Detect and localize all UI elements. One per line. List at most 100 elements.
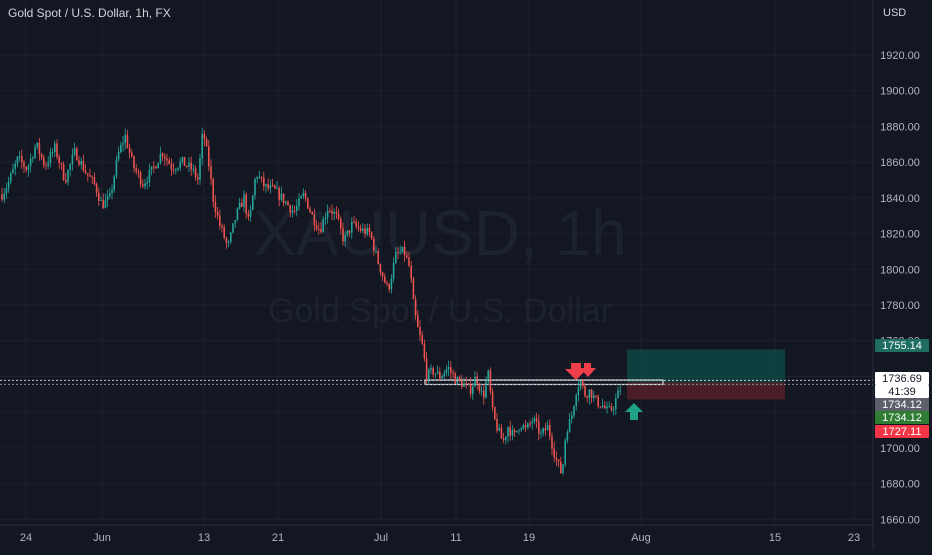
candle-body bbox=[595, 395, 597, 397]
candle-body bbox=[401, 246, 404, 253]
candle-body bbox=[463, 383, 465, 387]
price-tick-label: 1780.00 bbox=[880, 300, 920, 312]
candle-body bbox=[304, 192, 307, 199]
candle-body bbox=[278, 188, 280, 200]
candle-body bbox=[593, 395, 595, 399]
candle-body bbox=[78, 160, 80, 165]
candle-body bbox=[214, 201, 217, 213]
candle-body bbox=[538, 421, 540, 434]
candle-body bbox=[157, 163, 159, 169]
candle-body bbox=[155, 166, 157, 169]
time-axis-labels[interactable]: 24 Jun 13 21 Jul 11 19 Aug 15 23 bbox=[20, 532, 860, 544]
candle-body bbox=[494, 407, 496, 420]
candle-body bbox=[458, 377, 461, 381]
candle-body bbox=[89, 175, 91, 177]
candle-body bbox=[91, 176, 93, 178]
candle-body bbox=[432, 368, 434, 375]
candle-body bbox=[549, 424, 551, 437]
price-badge bbox=[875, 339, 929, 352]
candle-body bbox=[23, 162, 25, 168]
candle-body bbox=[98, 192, 100, 201]
watermark-symbol: XAUUSD, 1h bbox=[253, 197, 626, 269]
candle-body bbox=[553, 448, 555, 458]
candle-body bbox=[619, 390, 621, 392]
candle-body bbox=[450, 367, 452, 373]
candle-body bbox=[412, 278, 415, 300]
candle-body bbox=[478, 384, 481, 392]
trade-markers[interactable] bbox=[565, 363, 643, 420]
candle-body bbox=[43, 157, 45, 166]
candle-body bbox=[604, 405, 606, 409]
candle-body bbox=[590, 389, 593, 399]
candle-body bbox=[276, 188, 278, 190]
price-tick-label: 1840.00 bbox=[880, 193, 920, 205]
candle-body bbox=[454, 373, 456, 384]
candle-body bbox=[148, 169, 151, 183]
up-arrow-icon[interactable] bbox=[625, 403, 643, 420]
currency-label: USD bbox=[883, 7, 906, 19]
candle-body bbox=[322, 219, 324, 233]
candle-body bbox=[513, 430, 516, 433]
candle-body bbox=[366, 227, 368, 235]
candle-body bbox=[423, 343, 426, 359]
candle-body bbox=[610, 406, 613, 410]
candle-body bbox=[337, 213, 340, 219]
candle-body bbox=[364, 228, 366, 235]
candle-body bbox=[258, 176, 261, 178]
candle-body bbox=[267, 184, 269, 189]
candle-body bbox=[144, 183, 146, 187]
candle-body bbox=[524, 425, 527, 428]
candle-body bbox=[139, 172, 142, 185]
position-stop-zone[interactable] bbox=[627, 382, 785, 400]
candle-body bbox=[346, 230, 349, 235]
candle-body bbox=[179, 161, 181, 168]
candle-body bbox=[67, 170, 69, 183]
candle-body bbox=[344, 234, 346, 242]
candle-body bbox=[529, 423, 531, 425]
candle-body bbox=[29, 158, 32, 167]
time-tick-label: Jun bbox=[93, 532, 111, 544]
candle-body bbox=[71, 154, 74, 165]
time-tick-label: 13 bbox=[198, 532, 210, 544]
candle-body bbox=[557, 459, 560, 462]
candle-body bbox=[109, 193, 111, 196]
time-tick-label: 19 bbox=[523, 532, 535, 544]
candle-body bbox=[260, 176, 263, 178]
position-target-zone[interactable] bbox=[627, 349, 785, 383]
candle-body bbox=[373, 238, 375, 252]
candle-body bbox=[568, 419, 571, 433]
candle-body bbox=[480, 390, 483, 392]
candle-body bbox=[21, 155, 23, 163]
candle-body bbox=[234, 220, 236, 224]
long-position-tool[interactable] bbox=[627, 349, 785, 400]
candle-body bbox=[161, 153, 164, 157]
price-tick-label: 1860.00 bbox=[880, 157, 920, 169]
candle-body bbox=[32, 157, 34, 159]
candle-body bbox=[390, 278, 393, 290]
candle-body bbox=[126, 134, 129, 148]
candle-body bbox=[285, 201, 287, 204]
candle-body bbox=[263, 177, 265, 187]
price-axis-background[interactable] bbox=[873, 0, 932, 550]
candle-body bbox=[496, 419, 498, 431]
candle-body bbox=[551, 436, 553, 449]
candle-body bbox=[408, 257, 410, 266]
candle-body bbox=[47, 162, 49, 166]
symbol-legend[interactable]: Gold Spot / U.S. Dollar, 1h, FX bbox=[8, 6, 171, 20]
candle-body bbox=[586, 396, 588, 399]
candle-body bbox=[540, 433, 542, 435]
price-tick-label: 1900.00 bbox=[880, 86, 920, 98]
candle-body bbox=[236, 208, 239, 221]
candle-body bbox=[560, 461, 562, 474]
down-arrow-icon[interactable] bbox=[565, 363, 596, 380]
candle-body bbox=[221, 225, 223, 228]
candle-body bbox=[115, 159, 118, 177]
candle-body bbox=[49, 152, 52, 163]
candle-body bbox=[201, 133, 203, 159]
candle-body bbox=[359, 228, 362, 232]
candle-body bbox=[208, 146, 210, 167]
candle-body bbox=[531, 421, 533, 424]
candle-body bbox=[326, 210, 329, 218]
